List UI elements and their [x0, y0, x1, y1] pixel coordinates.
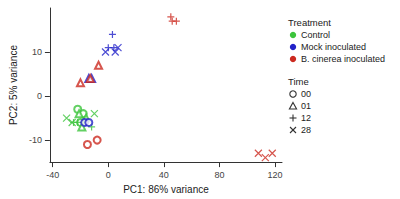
svg-text:Treatment: Treatment [288, 17, 331, 28]
svg-text:Mock inoculated: Mock inoculated [301, 42, 366, 52]
svg-text:0: 0 [37, 91, 42, 101]
svg-text:28: 28 [301, 125, 311, 135]
svg-text:80: 80 [214, 170, 224, 180]
svg-text:40: 40 [159, 170, 169, 180]
svg-text:10: 10 [32, 47, 42, 57]
svg-text:PC2: 5% variance: PC2: 5% variance [8, 45, 19, 125]
svg-text:01: 01 [301, 101, 311, 111]
svg-text:12: 12 [301, 113, 311, 123]
svg-text:120: 120 [268, 170, 283, 180]
svg-text:PC1: 86% variance: PC1: 86% variance [123, 184, 209, 195]
svg-text:-10: -10 [29, 135, 42, 145]
svg-text:Time: Time [288, 76, 309, 87]
svg-text:B. cinerea inoculated: B. cinerea inoculated [301, 54, 385, 64]
svg-text:Control: Control [301, 30, 330, 40]
svg-text:-40: -40 [46, 170, 59, 180]
svg-text:0: 0 [106, 170, 111, 180]
svg-text:00: 00 [301, 89, 311, 99]
